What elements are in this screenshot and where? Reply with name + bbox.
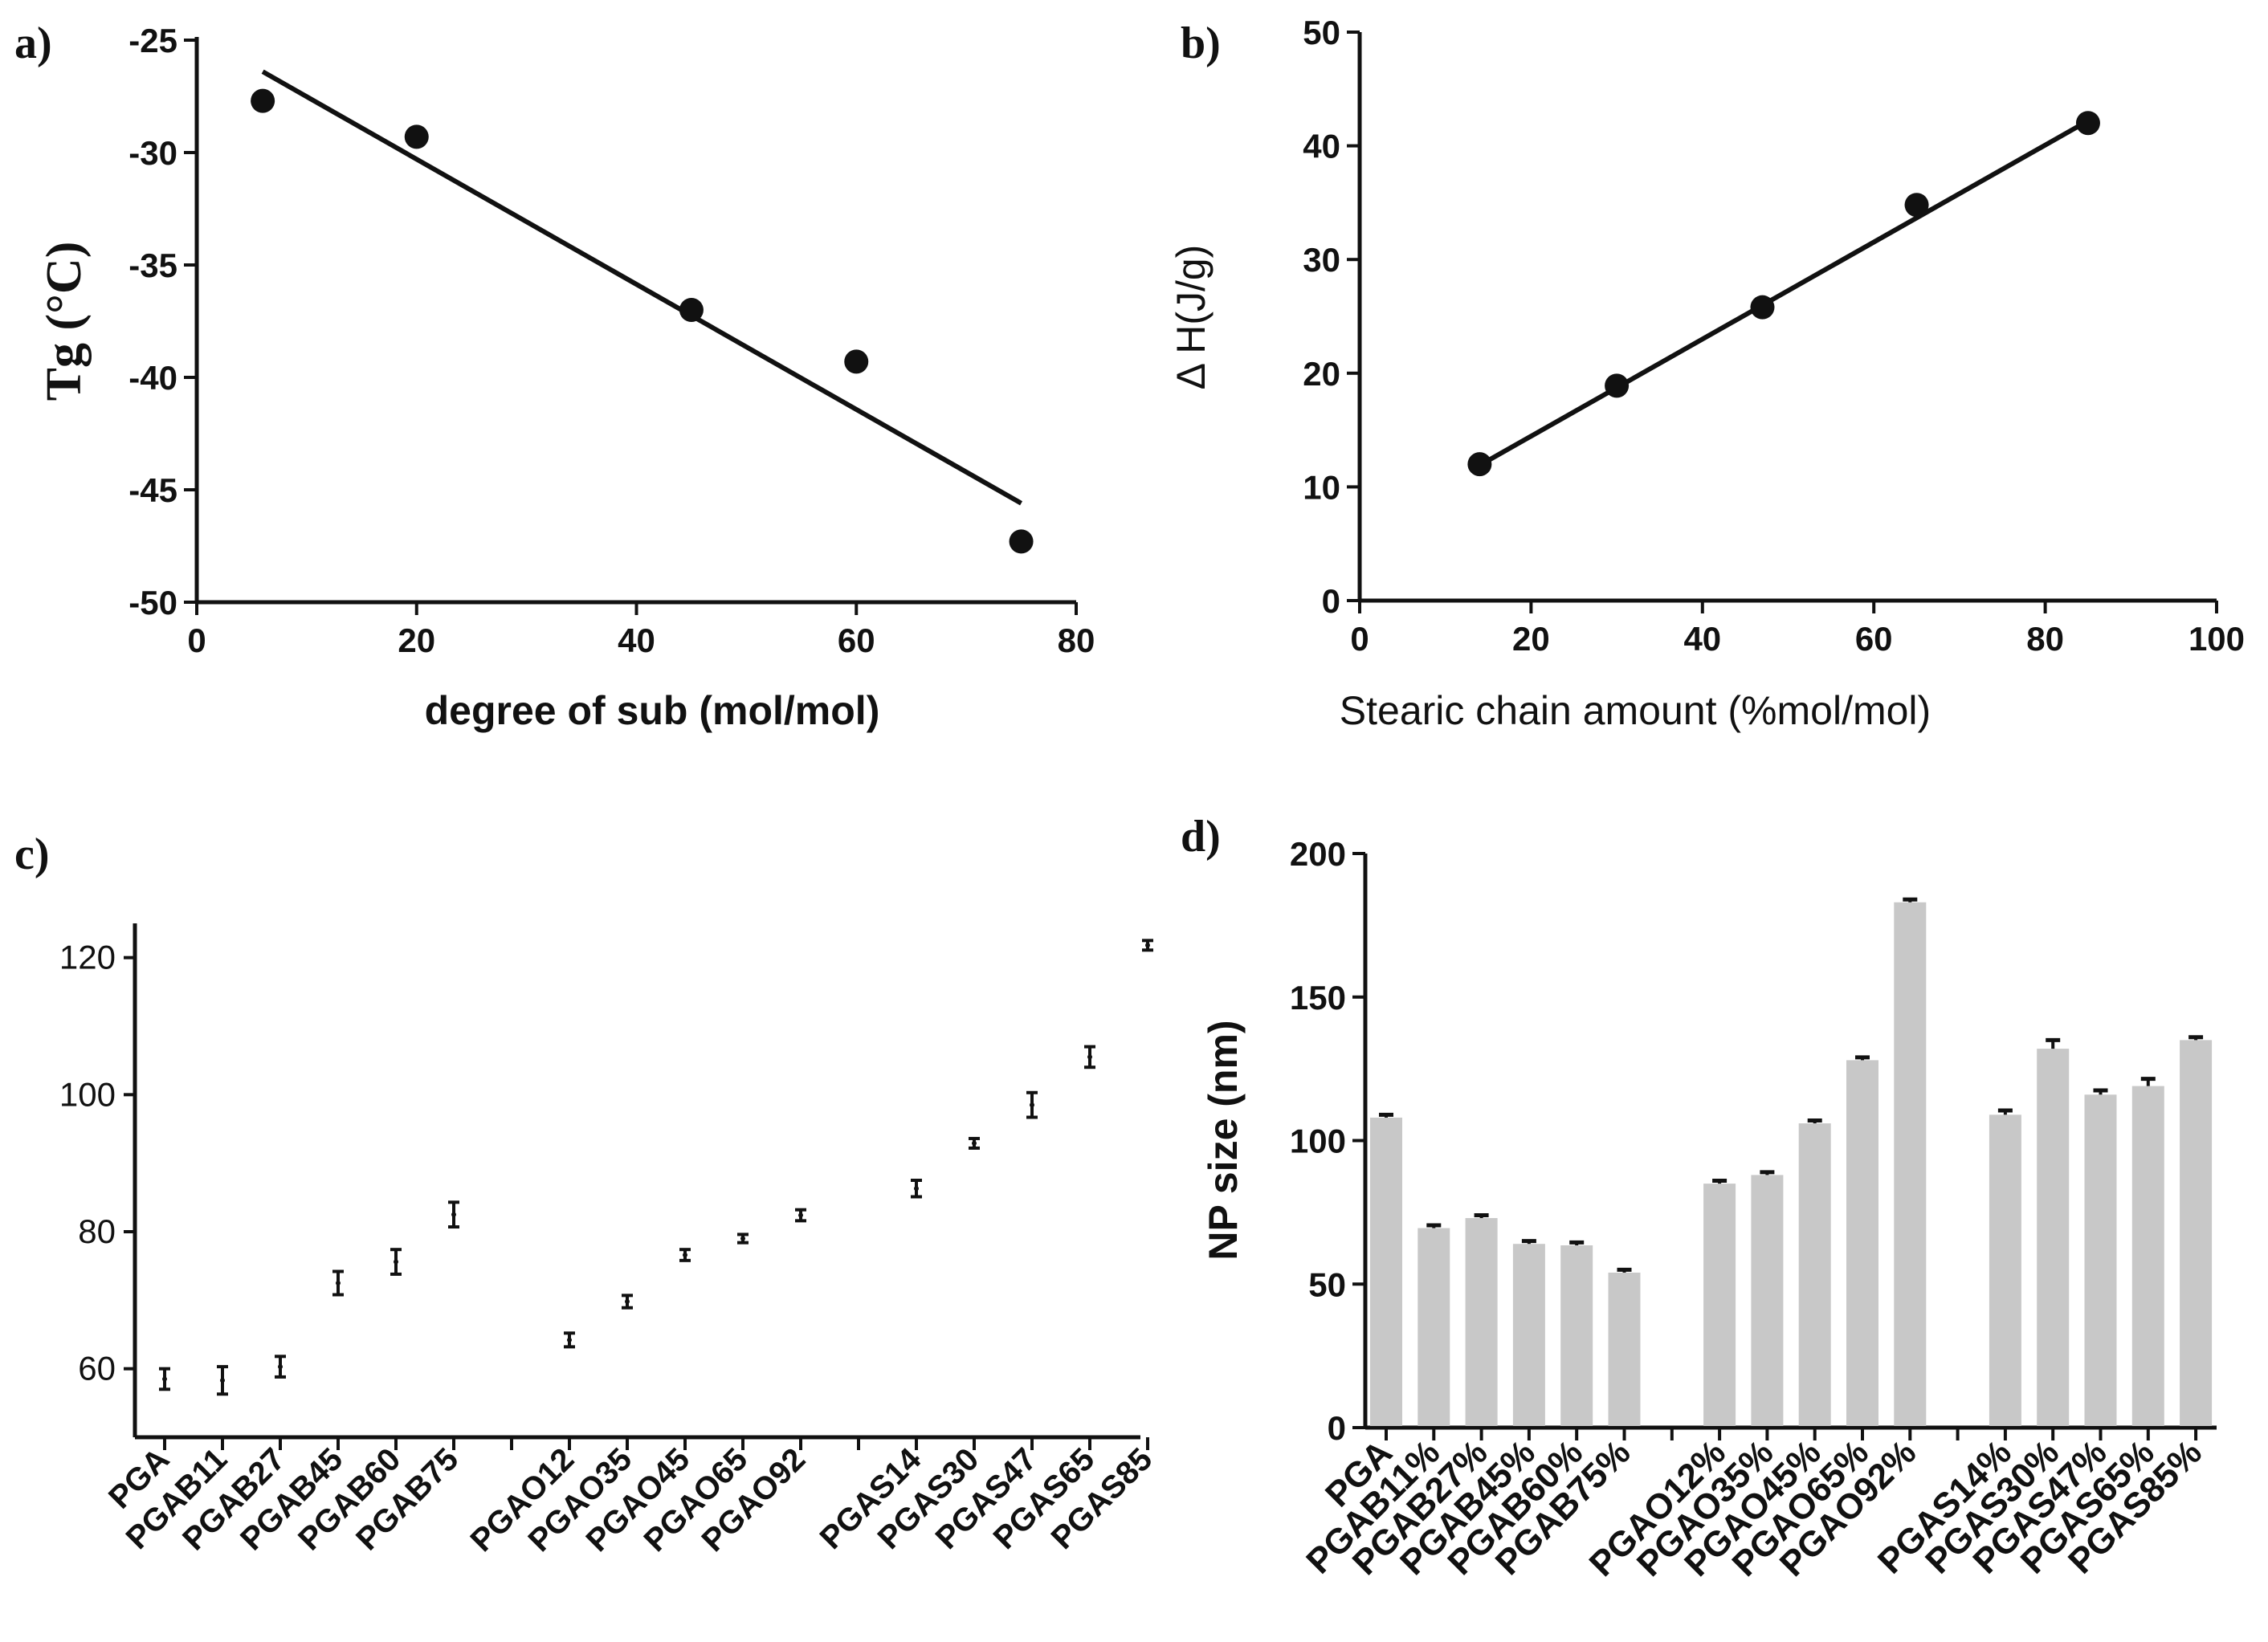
- panel-a-point: [679, 298, 704, 322]
- panel-b-fit-line: [1478, 118, 2090, 468]
- panel-b-point: [1605, 373, 1630, 398]
- panel-b-ytick-label: 20: [1303, 355, 1340, 393]
- panel-c-point: [1145, 943, 1150, 948]
- panel-b-ylabel: Δ H(J/g): [1169, 245, 1214, 390]
- panel-d-bar: [1894, 902, 1927, 1426]
- panel-a-point: [844, 349, 869, 374]
- panel-c-point: [798, 1212, 803, 1218]
- panel-b-xtick-label: 80: [2026, 620, 2064, 658]
- panel-d-bar: [1989, 1114, 2021, 1426]
- panel-d-label: d): [1181, 812, 1221, 862]
- panel-d-bar: [1370, 1117, 1402, 1426]
- panel-b-point: [2075, 111, 2100, 136]
- panel-c-point: [740, 1236, 745, 1241]
- panel-d-ytick-label: 200: [1290, 835, 1346, 873]
- panel-a-point: [1009, 529, 1034, 554]
- panel-c-point: [1030, 1102, 1034, 1108]
- panel-a-ytick-label: -30: [128, 134, 177, 172]
- panel-c-ytick-label: 120: [59, 939, 116, 976]
- panel-d-bar: [1418, 1228, 1450, 1426]
- panel-d-bar: [2180, 1040, 2213, 1426]
- panel-d-bar: [1703, 1184, 1736, 1426]
- panel-c-ytick-label: 60: [78, 1350, 116, 1387]
- panel-c: 6080100120PGAPGAB11PGAB27PGAB45PGAB60PGA…: [59, 923, 1159, 1558]
- panel-d-ylabel: NP size (nm): [1201, 1020, 1246, 1260]
- panel-a-ytick-label: -35: [128, 247, 177, 284]
- panel-a-label: a): [14, 18, 52, 68]
- panel-a-fit-line: [261, 69, 1023, 506]
- panel-d-ytick-label: 50: [1308, 1265, 1346, 1303]
- panel-c-point: [394, 1259, 398, 1265]
- panel-d-bar: [1751, 1175, 1784, 1426]
- panel-b-xtick-label: 0: [1350, 620, 1369, 658]
- panel-a-xtick-label: 40: [618, 621, 655, 659]
- panel-c-point: [625, 1299, 630, 1305]
- panel-c-point: [278, 1364, 283, 1370]
- panel-a-xtick-label: 60: [838, 621, 875, 659]
- panel-c-point: [972, 1140, 977, 1146]
- panel-b-label: b): [1181, 18, 1221, 68]
- panel-d-bar: [1798, 1123, 1831, 1426]
- panel-d-bar: [1846, 1060, 1878, 1426]
- panel-a-xtick-label: 20: [398, 621, 435, 659]
- panel-a-ytick-label: -45: [128, 471, 177, 509]
- panel-b-ytick-label: 50: [1303, 14, 1340, 51]
- panel-b-xtick-label: 40: [1683, 620, 1721, 658]
- panel-c-point: [220, 1378, 225, 1383]
- panel-b-ytick-label: 30: [1303, 241, 1340, 279]
- panel-b: 0 10 20 30 40 50 0 20 40 60 80 100: [1303, 14, 2245, 658]
- panel-d-ytick-label: 100: [1290, 1123, 1346, 1160]
- panel-b-ytick-label: 40: [1303, 128, 1340, 165]
- panel-c-ytick-label: 100: [59, 1075, 116, 1113]
- panel-a-ytick-label: -40: [128, 359, 177, 397]
- panel-b-xtick-label: 60: [1855, 620, 1893, 658]
- panel-b-point: [1750, 295, 1775, 320]
- panel-b-point: [1904, 193, 1929, 218]
- panel-b-ytick-label: 10: [1303, 468, 1340, 506]
- panel-c-point: [451, 1212, 456, 1217]
- panel-d: 050100150200PGAPGAB11%PGAB27%PGAB45%PGAB…: [1290, 835, 2217, 1584]
- panel-c-point: [567, 1337, 572, 1343]
- panel-c-point: [1087, 1054, 1092, 1060]
- panel-c-point: [162, 1376, 167, 1382]
- panel-d-ytick-label: 0: [1328, 1409, 1346, 1447]
- panel-a-point: [251, 88, 275, 113]
- panel-c-label: c): [14, 829, 50, 879]
- panel-b-xtick-label: 100: [2188, 620, 2245, 658]
- panel-c-ytick-label: 80: [78, 1212, 116, 1250]
- panel-a-xtick-label: 0: [187, 621, 206, 659]
- panel-c-point: [683, 1253, 687, 1258]
- panel-d-bar: [2037, 1049, 2070, 1426]
- panel-a-ylabel: Tg (°C): [37, 242, 92, 401]
- panel-b-xlabel: Stearic chain amount (%mol/mol): [1340, 688, 1931, 733]
- panel-a-xlabel: degree of sub (mol/mol): [425, 688, 880, 733]
- panel-a-ytick-label: -50: [128, 584, 177, 621]
- panel-a-xtick-label: 80: [1058, 621, 1095, 659]
- panel-d-ytick-label: 150: [1290, 979, 1346, 1017]
- panel-d-bar: [1560, 1245, 1593, 1426]
- panel-a: -50 -45 -40 -35 -30 -25 0 20 40 60 80: [128, 22, 1095, 659]
- panel-d-bar: [2131, 1086, 2164, 1426]
- panel-c-point: [914, 1186, 919, 1192]
- panel-a-ytick-label: -25: [128, 22, 177, 59]
- panel-d-bar: [1465, 1218, 1498, 1426]
- panel-b-xtick-label: 20: [1512, 620, 1550, 658]
- panel-d-bar: [1512, 1244, 1545, 1426]
- panel-d-bar: [2084, 1094, 2117, 1426]
- panel-b-ytick-label: 0: [1322, 582, 1340, 620]
- panel-b-point: [1467, 452, 1492, 477]
- panel-d-bar: [1608, 1272, 1641, 1426]
- panel-c-point: [336, 1281, 341, 1285]
- panel-a-point: [404, 124, 429, 149]
